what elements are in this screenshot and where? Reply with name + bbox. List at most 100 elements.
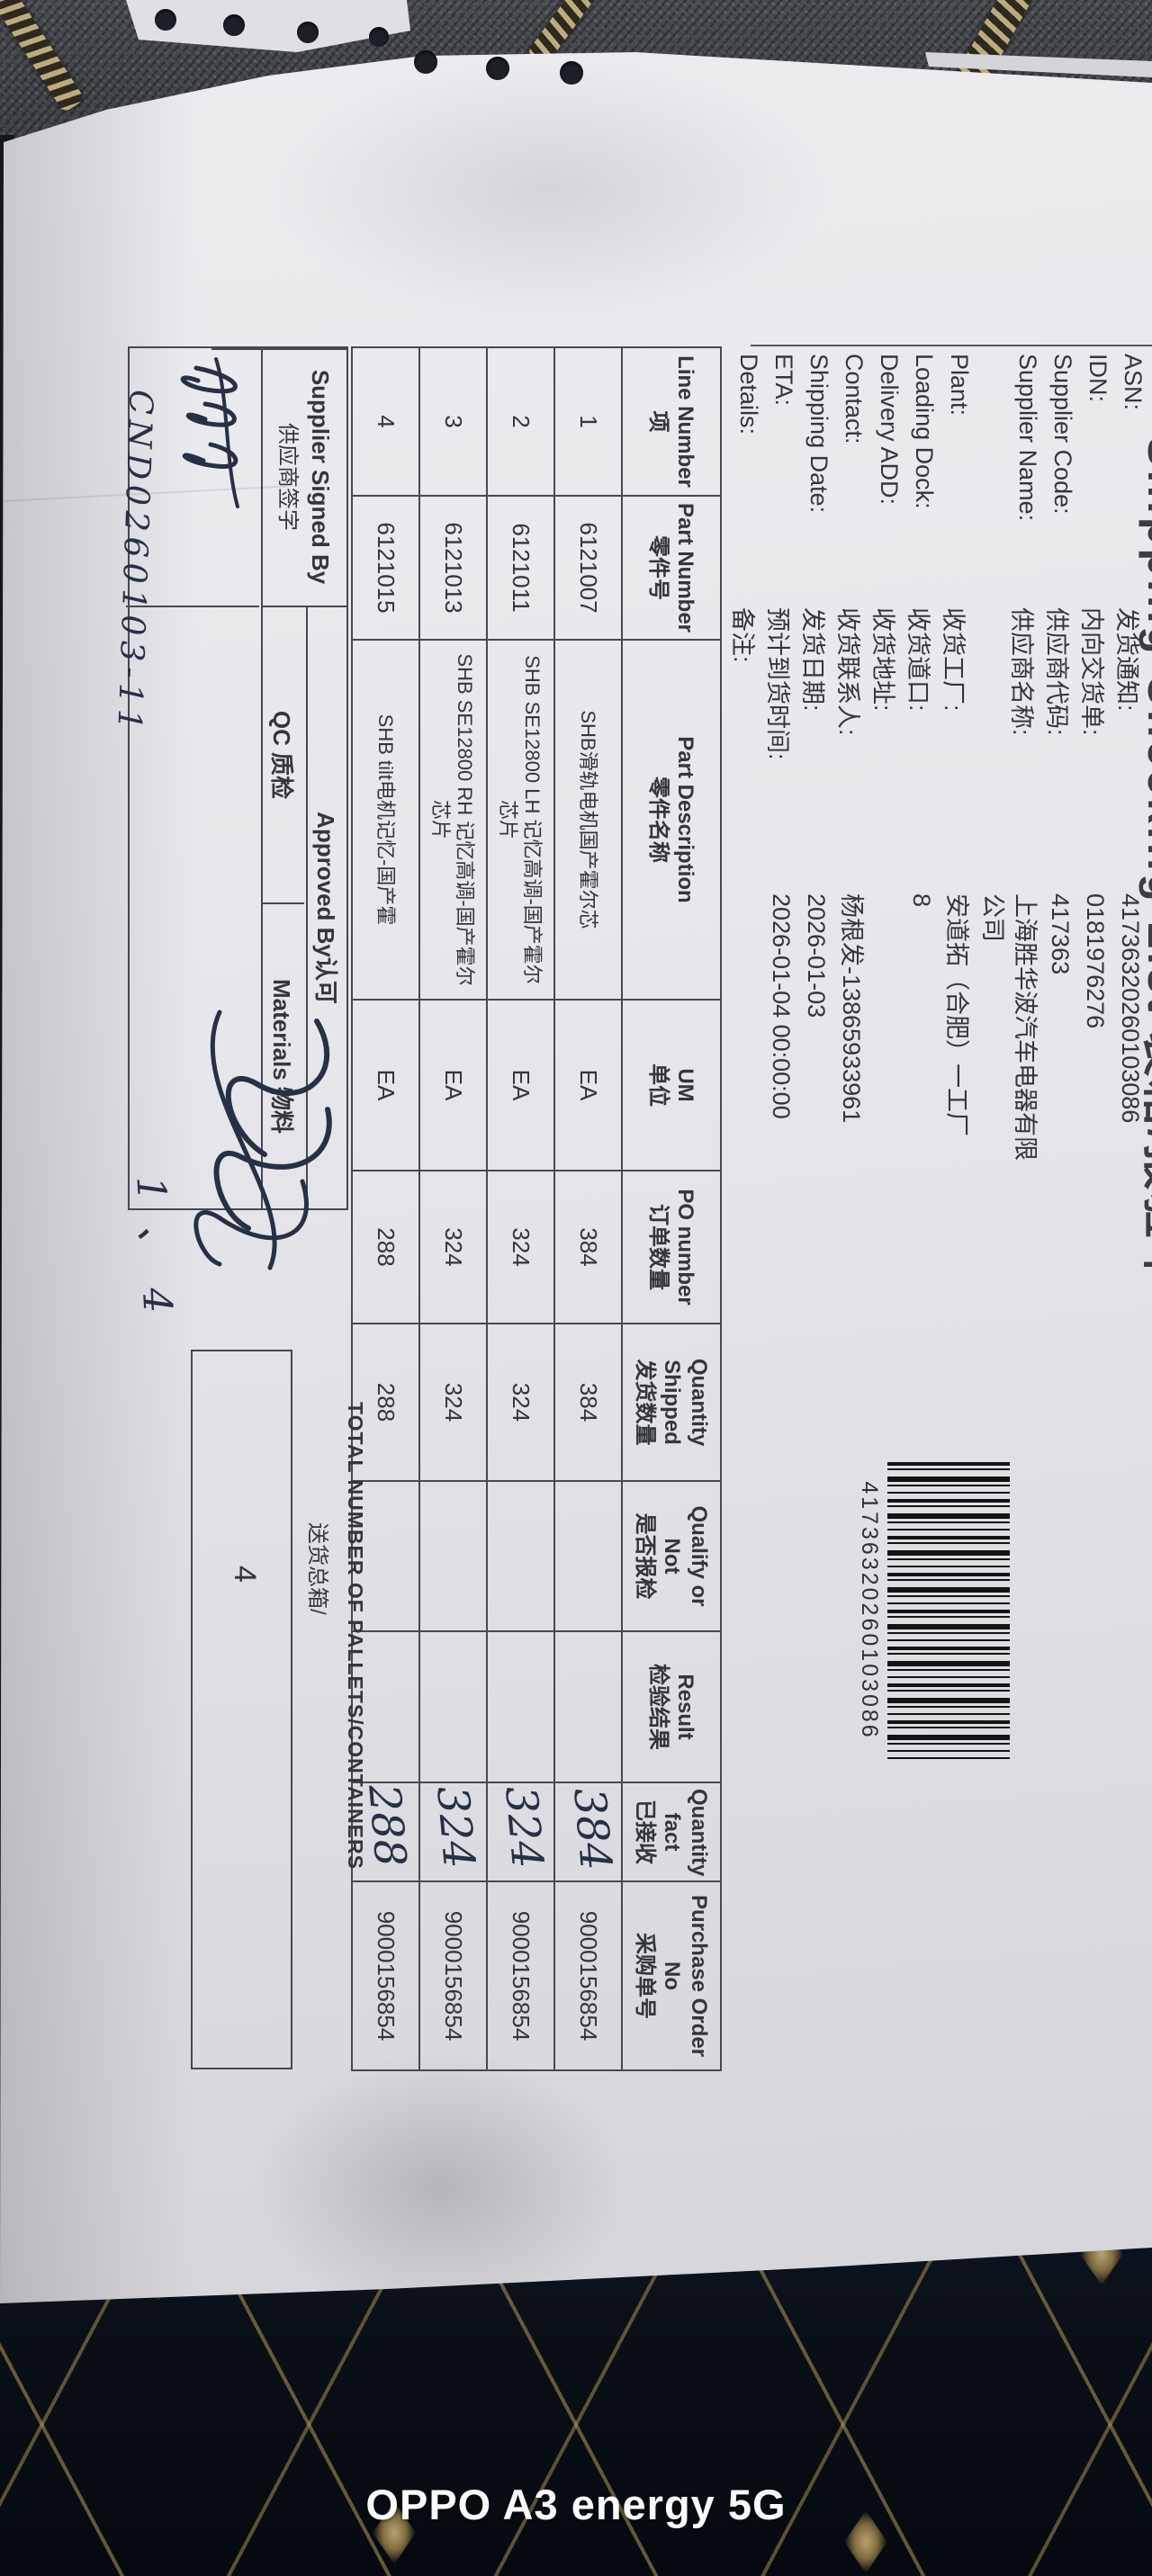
col-line-number: Line Number 项 <box>622 347 721 496</box>
table-header-row: Line Number 项 Part Number 零件号 Part Descrip… <box>622 347 721 2070</box>
cell-result <box>554 1631 622 1782</box>
header-fields: ASN: 发货通知: 41736320260103086 IDN: 内向交货单:… <box>727 354 1147 1307</box>
punch-hole <box>223 14 245 36</box>
cell-result <box>419 1631 487 1782</box>
cell-um: EA <box>487 1000 554 1171</box>
col-purchase-order-no: Purchase Order No 采购单号 <box>622 1881 721 2070</box>
cell-part-number: 6121011 <box>487 496 554 640</box>
field-supplier-code: Supplier Code: 供应商代码: 417363 <box>1041 354 1076 1307</box>
cell-line: 1 <box>554 347 622 496</box>
cell-um: EA <box>352 1000 419 1171</box>
field-label-en: Details: <box>735 354 762 435</box>
field-eta: ETA: 预计到货时间: 2026-01-04 00:00:00 <box>762 354 797 1307</box>
field-value: 安道拓（合肥）一工厂 <box>943 893 970 1136</box>
col-part-description: Part Description 零件名称 <box>622 640 721 1000</box>
field-contact: Contact: 收货联系人: 杨根发-13865933961 <box>832 354 868 1307</box>
col-part-number: Part Number 零件号 <box>622 496 721 640</box>
punch-hole <box>560 61 583 85</box>
total-value: 4 <box>228 1566 262 1583</box>
field-value: 8 <box>908 893 935 908</box>
field-label-en: IDN: <box>1084 354 1112 402</box>
field-label-en: Shipping Date: <box>806 354 832 514</box>
supplier-signed-zh: 供应商签字 <box>275 423 301 531</box>
handwritten-qty-fact: 384 <box>563 1785 621 1872</box>
col-um: UM 单位 <box>622 1000 721 1171</box>
field-value: 上海胜华波汽车电器有限公司 <box>979 893 1039 1161</box>
supplier-signed-en: Supplier Signed By <box>307 369 335 585</box>
cell-line: 4 <box>352 347 419 496</box>
total-value-box: 4 <box>191 1350 292 2069</box>
field-label-zh: 供应商代码: <box>1043 607 1070 736</box>
field-label-zh: 收货地址: <box>869 607 896 712</box>
cell-qualify <box>419 1481 487 1631</box>
field-label-en: Loading Dock: <box>911 354 938 509</box>
field-label-zh: 收货工厂: <box>940 607 967 712</box>
punch-hole <box>155 9 176 31</box>
camera-watermark: OPPO A3 energy 5G <box>365 2481 787 2528</box>
cell-line: 3 <box>419 347 487 496</box>
barcode <box>887 1462 1010 1759</box>
field-details: Details: 备注: <box>727 354 762 1307</box>
handwritten-qty-fact: 324 <box>427 1783 484 1871</box>
field-label-en: Delivery ADD: <box>876 354 903 506</box>
cell-um: EA <box>419 1000 487 1171</box>
cell-part-number: 6121007 <box>554 496 622 640</box>
punch-hole <box>369 27 389 47</box>
field-loading-dock: Loading Dock: 收货道口: 8 <box>903 354 938 1307</box>
col-quantity-fact: Quantity fact 已接收 <box>622 1782 721 1881</box>
field-label-zh: 供应商名称: <box>1008 607 1035 736</box>
handwritten-qty-fact: 324 <box>495 1783 553 1871</box>
cell-purchase-order: 9000156854 <box>554 1881 622 2070</box>
cell-result <box>487 1631 554 1782</box>
qc-label: QC 质检 <box>268 710 296 800</box>
cell-description: SHB SE12800 RH 记忆高调-国产霍尔芯片 <box>419 640 487 1000</box>
cell-qualify <box>487 1481 554 1631</box>
field-value: 417363 <box>1047 893 1074 975</box>
field-idn: IDN: 内向交货单: 0181976276 <box>1076 354 1112 1307</box>
punch-hole <box>414 50 437 74</box>
cell-po-qty: 324 <box>487 1171 554 1324</box>
paper-shading <box>0 52 198 2303</box>
field-value: 2026-01-04 00:00:00 <box>768 893 795 1119</box>
field-label-zh: 预计到货时间: <box>764 607 791 760</box>
field-label-en: ETA: <box>770 354 797 407</box>
cell-description: SHB SE12800 LH 记忆高调-国产霍尔芯片 <box>487 640 554 1000</box>
cell-part-number: 6121015 <box>352 496 419 640</box>
cell-po-qty: 324 <box>419 1171 487 1324</box>
field-asn: ASN: 发货通知: 41736320260103086 <box>1112 354 1147 1307</box>
approved-signature-scribble <box>194 1010 332 1270</box>
paper-shading <box>252 2051 630 2303</box>
field-plant: Plant: 收货工厂: 安道拓（合肥）一工厂 <box>938 354 973 1307</box>
cell-qty-shipped: 324 <box>487 1324 554 1481</box>
field-shipping-date: Shipping Date: 发货日期: 2026-01-03 <box>797 354 832 1307</box>
field-value: 0181976276 <box>1082 893 1109 1029</box>
field-supplier-name: Supplier Name: 供应商名称: 上海胜华波汽车电器有限公司 <box>973 354 1041 1307</box>
document: Shipping Checking List 装箱/报验单 ASN: 发货通知:… <box>11 49 1152 2254</box>
header-margin-line <box>751 345 1152 346</box>
field-label-zh: 收货道口: <box>904 607 932 712</box>
field-label-zh: 收货联系人: <box>834 607 861 736</box>
barcode-number: 41736320260103086 <box>857 1481 882 1740</box>
field-value: 杨根发-13865933961 <box>838 893 865 1124</box>
field-label-en: Supplier Code: <box>1049 354 1076 515</box>
field-label-en: Supplier Name: <box>1014 354 1041 522</box>
field-label-zh: 发货日期: <box>799 607 826 712</box>
field-value: 2026-01-03 <box>803 893 830 1019</box>
asn-barcode-block: 41736320260103086 <box>856 1462 1010 1759</box>
cell-purchase-order: 9000156854 <box>487 1881 554 2070</box>
field-label-en: Plant: <box>946 354 973 417</box>
total-label-en: TOTAL NUMBER OF PALLETS/CONTAINERS <box>344 1402 367 1870</box>
cell-qty-shipped: 384 <box>554 1324 622 1481</box>
approved-by-label: Approved By认可 <box>312 812 339 1004</box>
punch-hole <box>486 57 509 80</box>
paper-shading <box>270 54 828 324</box>
cell-description: SHB滑轨电机国产霍尔芯 <box>554 640 622 1000</box>
cell-description: SHB tilt电机记忆-国产霍 <box>352 640 419 1000</box>
field-delivery-add: Delivery ADD: 收货地址: <box>868 354 903 1307</box>
total-label-zh: 送货总箱/ <box>305 1522 329 1615</box>
punch-hole <box>297 22 319 43</box>
supplier-signature-scribble <box>180 357 239 508</box>
cell-po-qty: 384 <box>554 1171 622 1324</box>
